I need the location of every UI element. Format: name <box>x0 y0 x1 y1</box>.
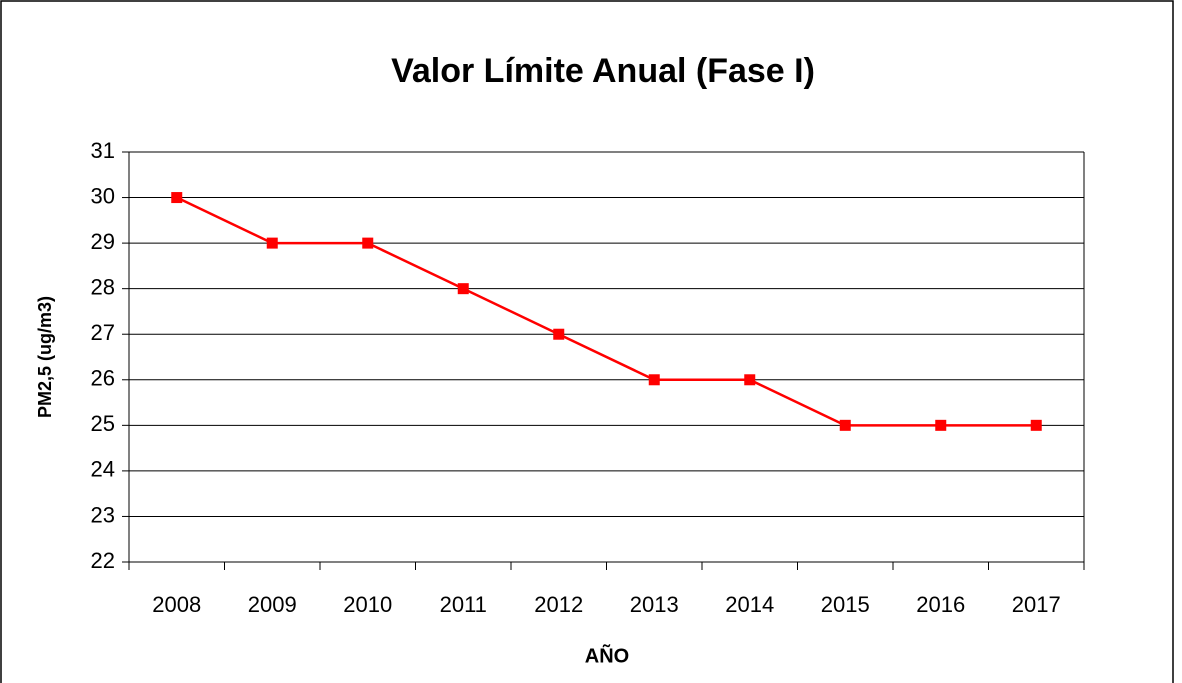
x-tick-label: 2011 <box>440 592 487 617</box>
y-tick-label: 23 <box>91 502 115 527</box>
data-marker <box>266 237 278 249</box>
y-axis-label: PM2,5 (ug/m3) <box>35 296 55 418</box>
x-tick-label: 2013 <box>630 592 679 617</box>
x-tick-label: 2014 <box>725 592 774 617</box>
x-tick-label: 2017 <box>1012 592 1061 617</box>
data-marker <box>648 374 660 386</box>
data-marker <box>362 237 374 249</box>
x-tick-label: 2015 <box>821 592 870 617</box>
x-tick-label: 2010 <box>343 592 392 617</box>
y-tick-label: 29 <box>91 229 115 254</box>
data-marker <box>457 283 469 295</box>
data-marker <box>744 374 756 386</box>
data-marker <box>171 192 183 204</box>
x-tick-label: 2016 <box>916 592 965 617</box>
y-tick-label: 30 <box>91 183 115 208</box>
y-tick-label: 22 <box>91 548 115 573</box>
data-line <box>176 196 1037 427</box>
data-marker <box>839 419 851 431</box>
x-tick-label: 2009 <box>248 592 297 617</box>
x-axis-label: AÑO <box>585 644 629 667</box>
y-tick-label: 25 <box>91 411 115 436</box>
x-tick-label: 2008 <box>152 592 201 617</box>
y-tick-label: 24 <box>91 457 115 482</box>
y-tick-label: 31 <box>91 138 115 163</box>
y-tick-label: 26 <box>91 366 115 391</box>
data-marker <box>935 419 947 431</box>
y-tick-label: 27 <box>91 320 115 345</box>
x-tick-label: 2012 <box>534 592 583 617</box>
y-tick-label: 28 <box>91 274 115 299</box>
data-marker <box>553 328 565 340</box>
data-marker <box>1030 419 1042 431</box>
chart-title: Valor Límite Anual (Fase I) <box>391 52 815 90</box>
